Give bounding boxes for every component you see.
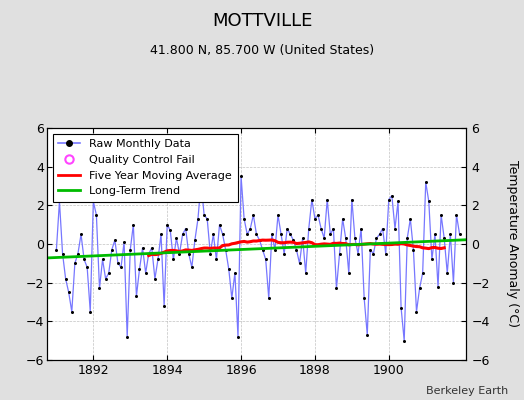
Text: MOTTVILLE: MOTTVILLE: [212, 12, 312, 30]
Legend: Raw Monthly Data, Quality Control Fail, Five Year Moving Average, Long-Term Tren: Raw Monthly Data, Quality Control Fail, …: [53, 134, 238, 202]
Text: 41.800 N, 85.700 W (United States): 41.800 N, 85.700 W (United States): [150, 44, 374, 57]
Y-axis label: Temperature Anomaly (°C): Temperature Anomaly (°C): [506, 160, 519, 328]
Text: Berkeley Earth: Berkeley Earth: [426, 386, 508, 396]
